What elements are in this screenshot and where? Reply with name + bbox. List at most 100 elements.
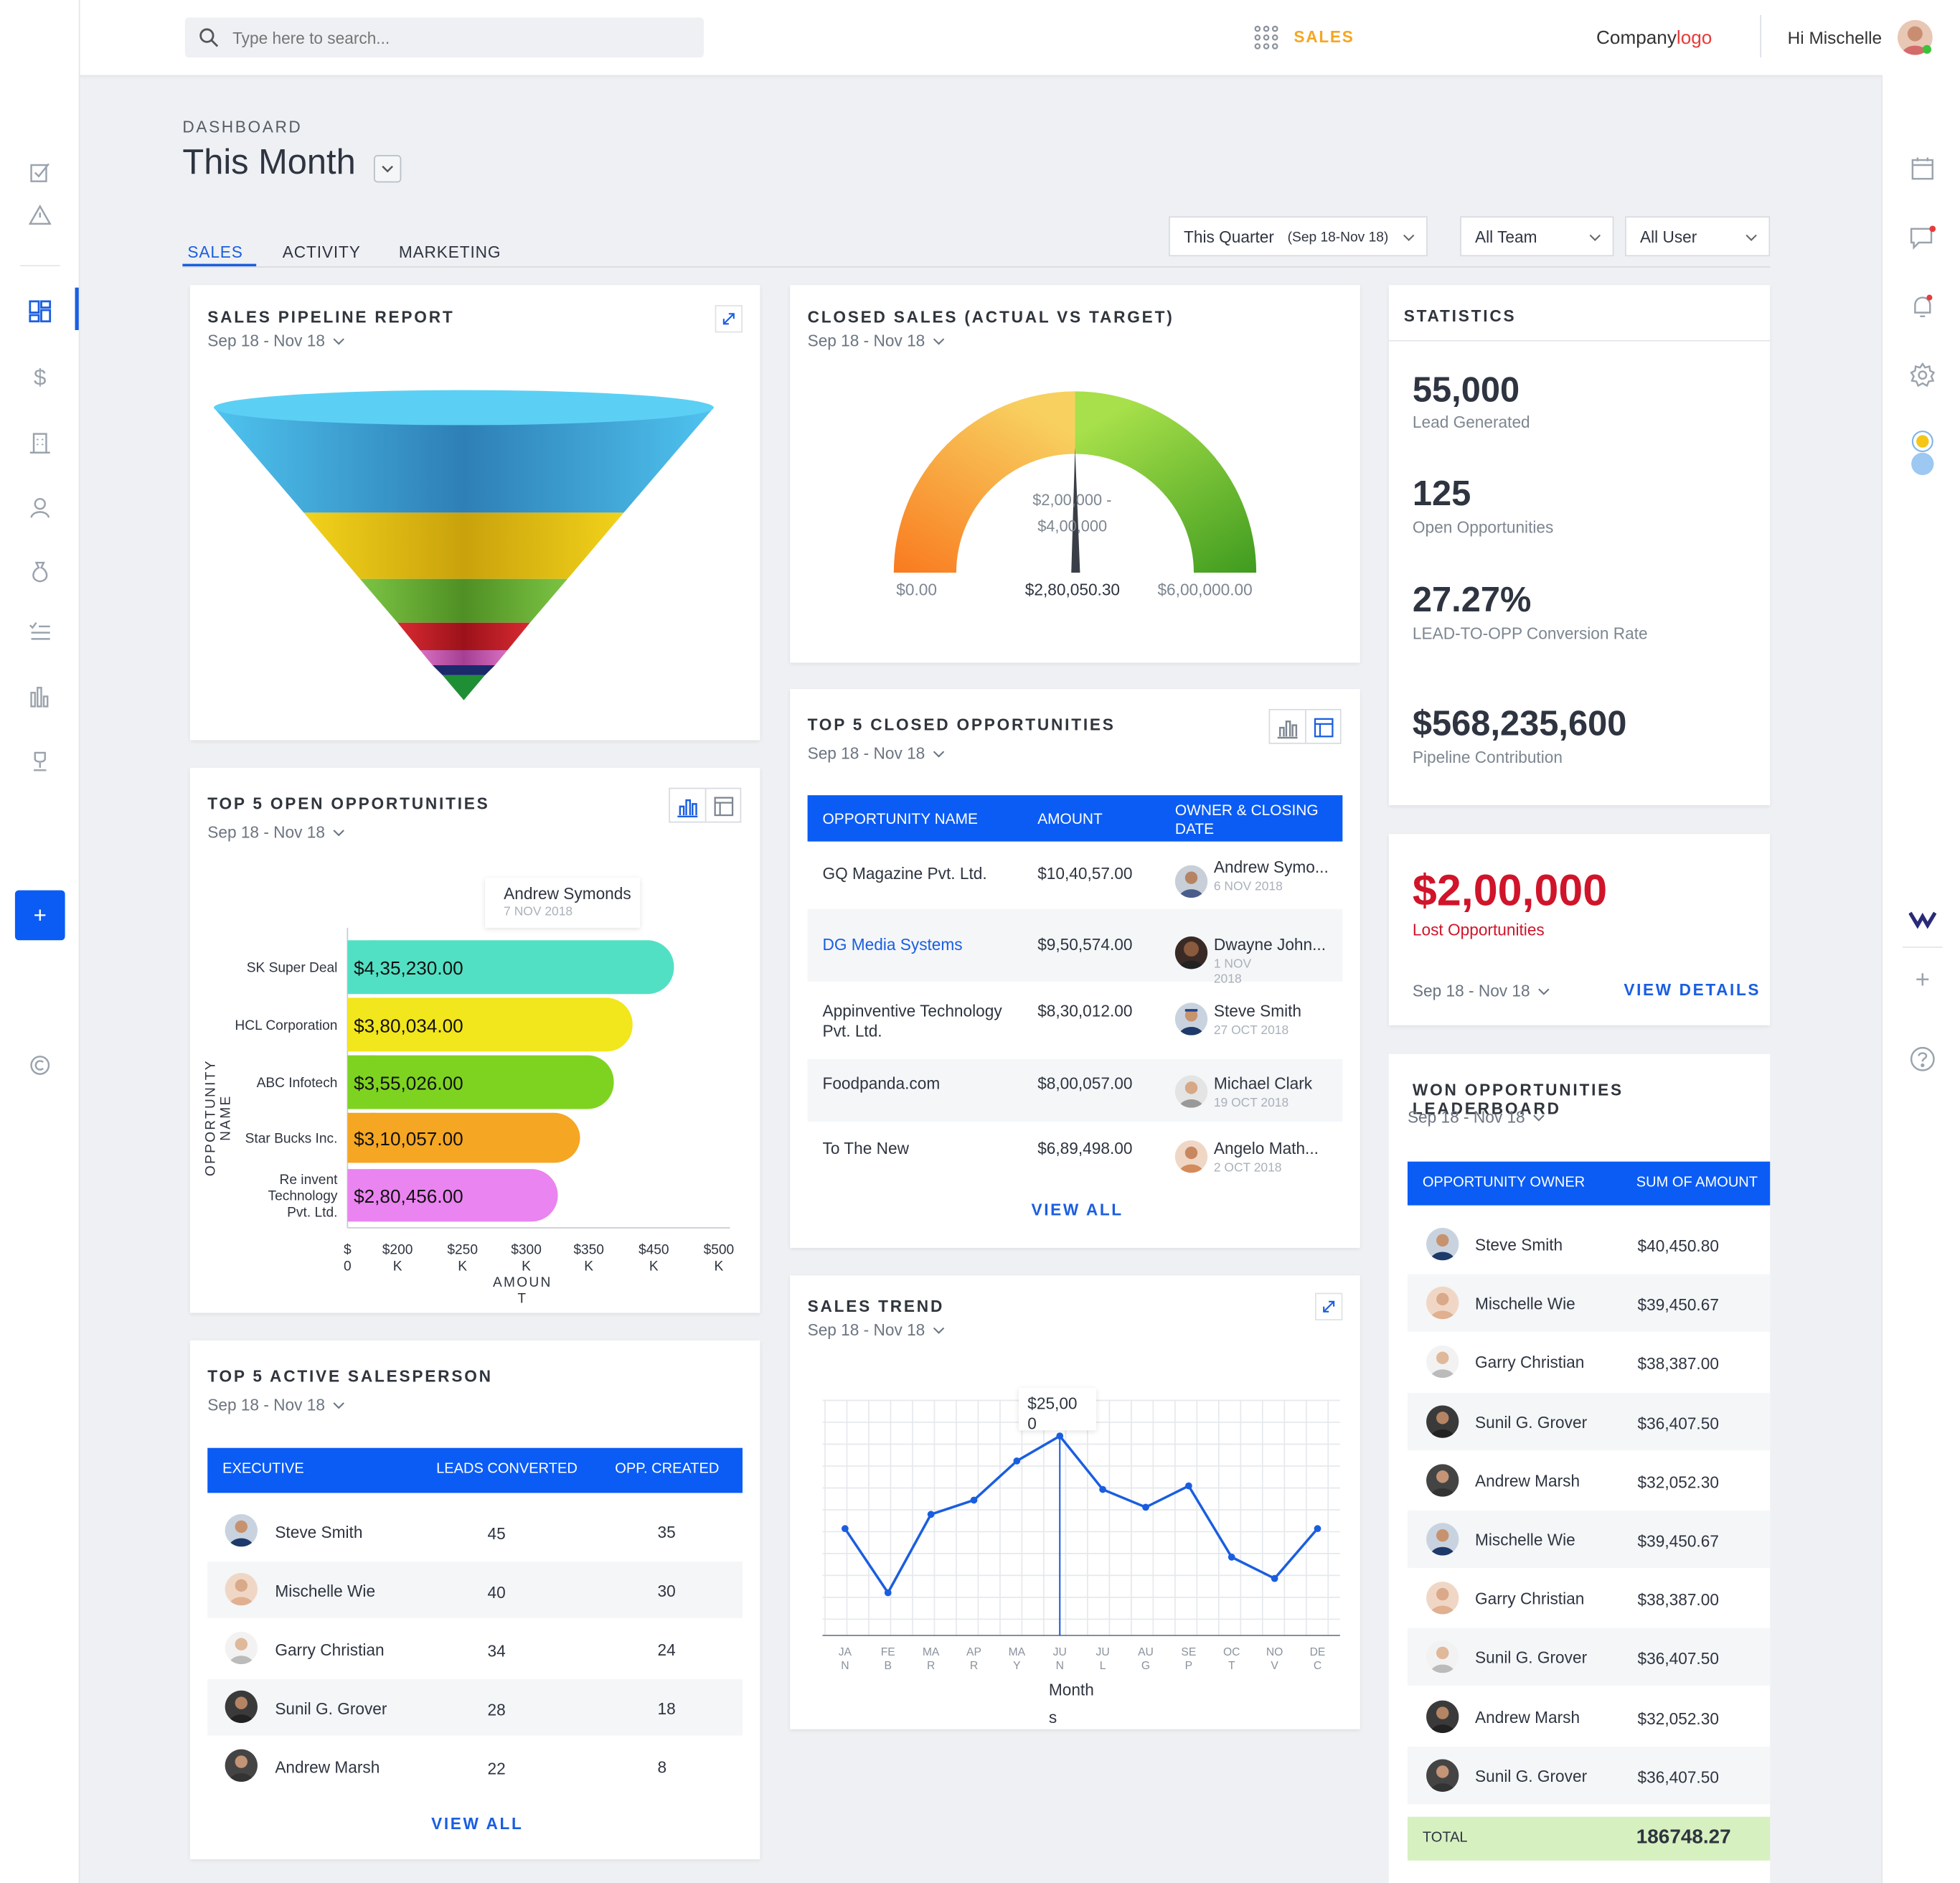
view-details-link[interactable]: VIEW DETAILS (1624, 980, 1761, 1000)
chart-view-toggle[interactable] (669, 787, 742, 823)
tasks-icon[interactable] (25, 158, 55, 188)
table-view-icon[interactable] (1313, 716, 1335, 738)
salesperson-row[interactable]: Garry Christian 34 24 (207, 1620, 743, 1676)
leaderboard-row[interactable]: Mischelle Wie $39,450.67 (1407, 1510, 1771, 1568)
chevron-down-icon[interactable] (933, 335, 945, 347)
chevron-down-icon[interactable] (933, 748, 945, 760)
date-range-selector[interactable]: Sep 18 - Nov 18 (807, 331, 925, 350)
column-header[interactable]: EXECUTIVE (222, 1461, 304, 1477)
salesperson-row[interactable]: Sunil G. Grover 28 18 (207, 1679, 743, 1736)
leaderboard-row[interactable]: Sunil G. Grover $36,407.50 (1407, 1746, 1771, 1804)
user-icon[interactable] (25, 493, 55, 523)
money-bag-icon[interactable] (25, 556, 55, 586)
chevron-down-icon[interactable] (332, 335, 344, 347)
column-header[interactable]: AMOUNT (1037, 810, 1103, 828)
leaderboard-row[interactable]: Sunil G. Grover $36,407.50 (1407, 1628, 1771, 1686)
date-range-selector[interactable]: Sep 18 - Nov 18 (207, 331, 325, 350)
chevron-down-icon[interactable] (1532, 1112, 1545, 1124)
owner-name: Dwayne John... (1213, 935, 1327, 954)
table-row[interactable]: Appinventive Technology Pvt. Ltd. $8,30,… (808, 984, 1343, 1056)
column-header[interactable]: LEADS CONVERTED (436, 1461, 578, 1477)
date-range-selector[interactable]: Sep 18 - Nov 18 (1412, 981, 1530, 1000)
help-icon[interactable] (1908, 1044, 1938, 1074)
leaderboard-row[interactable]: Andrew Marsh $32,052.30 (1408, 1688, 1770, 1745)
expand-button[interactable] (1315, 1292, 1343, 1320)
chevron-down-icon[interactable] (332, 1399, 344, 1412)
bell-icon[interactable] (1908, 291, 1938, 321)
leaderboard-row[interactable]: Steve Smith $40,450.80 (1408, 1216, 1770, 1273)
executive-avatar (225, 1690, 258, 1724)
checklist-icon[interactable] (25, 616, 55, 647)
date-range-selector[interactable]: Sep 18 - Nov 18 (207, 1395, 325, 1414)
apps-grid-icon[interactable] (1253, 24, 1280, 51)
leaderboard-row[interactable]: Garry Christian $38,387.00 (1408, 1333, 1770, 1391)
table-row[interactable]: Foodpanda.com $8,00,057.00 Michael Clark… (807, 1058, 1343, 1122)
won-leaderboard-card: WON OPPORTUNITIES LEADERBOARD Sep 18 - N… (1388, 1053, 1771, 1883)
column-header[interactable]: OPPORTUNITY NAME (822, 810, 978, 828)
period-dropdown-button[interactable] (373, 155, 402, 183)
column-header[interactable]: SUM OF AMOUNT (1636, 1175, 1758, 1191)
calendar-icon[interactable] (1908, 154, 1938, 184)
chart-view-toggle[interactable] (1268, 708, 1342, 744)
dollar-icon[interactable]: $ (34, 364, 47, 390)
date-range-selector[interactable]: Sep 18 - Nov 18 (207, 822, 325, 842)
tab-activity[interactable]: ACTIVITY (282, 243, 361, 262)
chevron-down-icon[interactable] (332, 827, 344, 839)
search-input[interactable] (232, 24, 683, 50)
chevron-down-icon[interactable] (1537, 985, 1550, 997)
date-range-selector[interactable]: Sep 18 - Nov 18 (807, 1320, 925, 1340)
column-header[interactable]: OPPORTUNITY OWNER (1422, 1175, 1586, 1191)
column-header[interactable]: DATE (1174, 820, 1215, 838)
quarter-filter-dropdown[interactable]: This Quarter (Sep 18-Nov 18) (1169, 216, 1428, 257)
team-filter-dropdown[interactable]: All Team (1460, 216, 1614, 257)
view-all-link[interactable]: VIEW ALL (431, 1814, 524, 1833)
brand-app-icon[interactable] (1908, 904, 1938, 934)
search-box[interactable] (184, 17, 704, 58)
chat-icon[interactable] (1908, 222, 1938, 253)
card-title: TOP 5 CLOSED OPPORTUNITIES (807, 715, 1116, 734)
page-title: This Month (182, 142, 356, 182)
bar-chart-icon[interactable] (1276, 716, 1299, 739)
salesperson-row[interactable]: Andrew Marsh 22 8 (207, 1738, 743, 1794)
date-range-selector[interactable]: Sep 18 - Nov 18 (807, 743, 925, 763)
opportunity-name[interactable]: DG Media Systems (822, 935, 963, 954)
leaderboard-row[interactable]: Sunil G. Grover $36,407.50 (1407, 1392, 1771, 1450)
add-widget-icon[interactable]: + (1915, 966, 1930, 994)
leaderboard-row[interactable]: Garry Christian $38,387.00 (1408, 1569, 1770, 1627)
top-bar: SALES Companylogo Hi Mischelle (0, 0, 1960, 75)
table-row[interactable]: GQ Magazine Pvt. Ltd. $10,40,57.00 Andre… (808, 842, 1343, 907)
table-row[interactable]: To The New $6,89,498.00 Angelo Math... 2… (808, 1124, 1343, 1186)
bar-chart-icon[interactable] (677, 795, 699, 818)
table-row[interactable]: DG Media Systems $9,50,574.00 Dwayne Joh… (807, 908, 1343, 987)
bar-value-label: $2,80,456.00 (354, 1185, 463, 1207)
settings-gear-icon[interactable] (1908, 360, 1938, 390)
leaderboard-row[interactable]: Mischelle Wie $39,450.67 (1407, 1274, 1771, 1332)
building-icon[interactable] (25, 428, 55, 458)
owner-name: Andrew Marsh (1475, 1707, 1580, 1727)
user-filter-dropdown[interactable]: All User (1625, 216, 1771, 257)
dashboard-icon[interactable] (25, 296, 55, 327)
target-range-line2: $4,00,000 (1037, 517, 1108, 535)
copyright-icon[interactable] (25, 1051, 55, 1081)
owner-name: Sunil G. Grover (1475, 1412, 1588, 1432)
view-all-link[interactable]: VIEW ALL (1031, 1200, 1123, 1219)
column-header[interactable]: OWNER & CLOSING (1174, 801, 1319, 820)
tab-sales[interactable]: SALES (187, 243, 243, 262)
salesperson-row[interactable]: Steve Smith 45 35 (207, 1503, 743, 1559)
user-greeting[interactable]: Hi Mischelle (1787, 27, 1883, 48)
sum-amount: $38,387.00 (1637, 1354, 1719, 1373)
expand-button[interactable] (715, 305, 743, 333)
add-button[interactable]: + (14, 890, 65, 941)
leaderboard-row[interactable]: Andrew Marsh $32,052.30 (1408, 1452, 1770, 1509)
salesperson-row[interactable]: Mischelle Wie 40 30 (207, 1562, 743, 1618)
reports-icon[interactable] (25, 682, 55, 712)
table-view-icon[interactable] (712, 795, 735, 817)
column-header[interactable]: OPP. CREATED (615, 1461, 720, 1477)
trophy-icon[interactable] (25, 746, 55, 776)
tab-marketing[interactable]: MARKETING (398, 243, 501, 262)
alert-icon[interactable] (25, 200, 55, 230)
chevron-down-icon[interactable] (933, 1324, 945, 1336)
date-range-selector[interactable]: Sep 18 - Nov 18 (1407, 1107, 1525, 1127)
module-label[interactable]: SALES (1294, 27, 1354, 47)
weather-widget-icon[interactable] (1908, 428, 1938, 478)
